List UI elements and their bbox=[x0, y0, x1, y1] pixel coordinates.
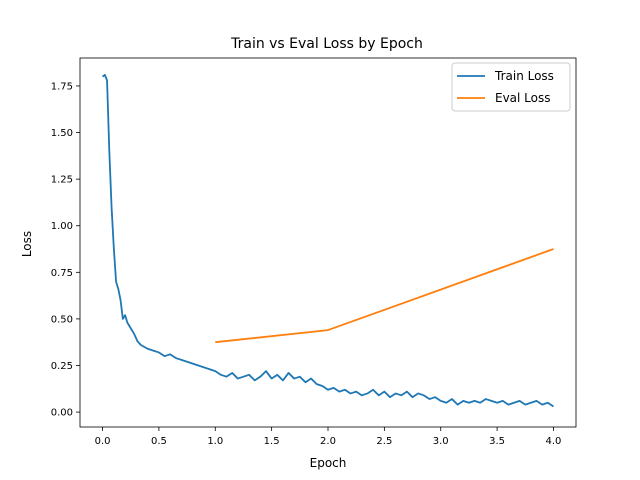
chart-title: Train vs Eval Loss by Epoch bbox=[230, 36, 423, 52]
y-tick-label: 1.00 bbox=[51, 221, 73, 232]
y-tick-label: 0.50 bbox=[51, 314, 73, 325]
x-tick-label: 2.0 bbox=[320, 436, 336, 447]
x-tick-label: 3.0 bbox=[433, 436, 449, 447]
x-tick-label: 3.5 bbox=[489, 436, 505, 447]
y-tick-label: 0.75 bbox=[51, 268, 73, 279]
x-tick-label: 1.0 bbox=[207, 436, 223, 447]
x-tick-label: 0.0 bbox=[95, 436, 111, 447]
x-tick-label: 4.0 bbox=[546, 436, 562, 447]
series-layer bbox=[101, 73, 554, 408]
x-axis-ticks: 0.0 0.5 1.0 1.5 2.0 2.5 3.0 3.5 4.0 bbox=[95, 427, 562, 447]
legend-label-eval-loss: Eval Loss bbox=[495, 91, 551, 105]
series-line-eval-loss bbox=[215, 248, 554, 344]
y-axis-label: Loss bbox=[20, 231, 34, 257]
y-tick-label: 1.75 bbox=[51, 81, 73, 92]
legend: Train Loss Eval Loss bbox=[451, 62, 571, 112]
y-tick-label: 1.50 bbox=[51, 128, 73, 139]
x-tick-label: 2.5 bbox=[376, 436, 392, 447]
y-tick-label: 0.25 bbox=[51, 361, 73, 372]
x-tick-label: 0.5 bbox=[151, 436, 167, 447]
y-tick-label: 1.25 bbox=[51, 175, 73, 186]
legend-label-train-loss: Train Loss bbox=[494, 69, 554, 83]
series-line-train-loss bbox=[101, 73, 554, 408]
x-axis-label: Epoch bbox=[310, 456, 347, 470]
x-tick-label: 1.5 bbox=[264, 436, 280, 447]
y-axis-ticks: 0.00 0.25 0.50 0.75 1.00 1.25 1.50 1.75 bbox=[51, 81, 80, 419]
y-tick-label: 0.00 bbox=[51, 408, 73, 419]
legend-box bbox=[451, 62, 571, 112]
